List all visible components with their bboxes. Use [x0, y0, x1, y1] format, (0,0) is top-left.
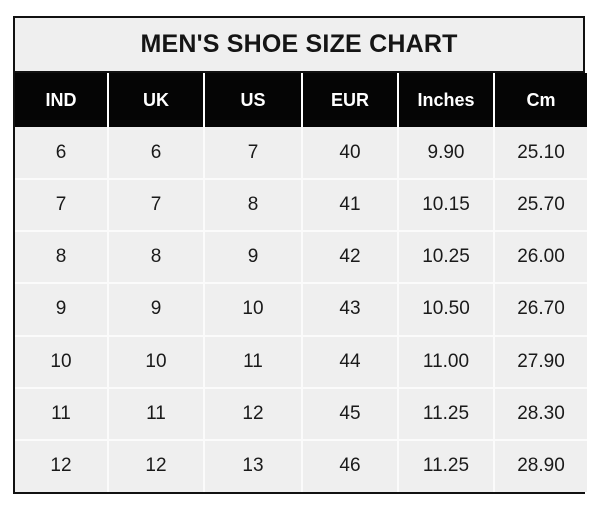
cell-ind: 7 — [15, 179, 109, 233]
table-row: 6 6 7 40 9.90 25.10 — [15, 127, 587, 181]
cell-ind: 11 — [15, 387, 109, 441]
cell-uk: 9 — [108, 283, 205, 337]
cell-eur: 41 — [302, 179, 399, 233]
chart-title-band: MEN'S SHOE SIZE CHART — [15, 18, 583, 73]
table-row: 11 11 12 45 11.25 28.30 — [15, 387, 587, 441]
page-title: MEN'S SHOE SIZE CHART — [140, 30, 458, 58]
cell-us: 13 — [204, 439, 303, 492]
cell-inches: 10.25 — [398, 231, 495, 285]
cell-inches: 10.15 — [398, 179, 495, 233]
table-row: 7 7 8 41 10.15 25.70 — [15, 179, 587, 233]
table-header-row: IND UK US EUR Inches Cm — [15, 73, 587, 127]
cell-eur: 46 — [302, 439, 399, 492]
cell-cm: 27.90 — [494, 335, 587, 389]
cell-cm: 28.30 — [494, 387, 587, 441]
cell-ind: 8 — [15, 231, 109, 285]
cell-inches: 11.00 — [398, 335, 495, 389]
cell-us: 8 — [204, 179, 303, 233]
size-chart-container: MEN'S SHOE SIZE CHART IND UK US EUR Inch… — [13, 16, 587, 494]
cell-us: 9 — [204, 231, 303, 285]
cell-eur: 40 — [302, 127, 399, 181]
table-row: 10 10 11 44 11.00 27.90 — [15, 335, 587, 389]
column-header-uk: UK — [108, 73, 205, 127]
cell-ind: 6 — [15, 127, 109, 181]
cell-eur: 42 — [302, 231, 399, 285]
table-row: 12 12 13 46 11.25 28.90 — [15, 439, 587, 492]
cell-us: 11 — [204, 335, 303, 389]
cell-eur: 44 — [302, 335, 399, 389]
column-header-cm: Cm — [494, 73, 587, 127]
cell-inches: 11.25 — [398, 439, 495, 492]
cell-ind: 12 — [15, 439, 109, 492]
cell-ind: 9 — [15, 283, 109, 337]
cell-uk: 8 — [108, 231, 205, 285]
cell-us: 12 — [204, 387, 303, 441]
column-header-inches: Inches — [398, 73, 495, 127]
cell-cm: 25.70 — [494, 179, 587, 233]
column-header-us: US — [204, 73, 303, 127]
cell-eur: 45 — [302, 387, 399, 441]
cell-inches: 11.25 — [398, 387, 495, 441]
table-row: 8 8 9 42 10.25 26.00 — [15, 231, 587, 285]
cell-uk: 12 — [108, 439, 205, 492]
table-body: 6 6 7 40 9.90 25.10 7 7 8 41 10.15 25.70… — [15, 127, 587, 492]
cell-us: 7 — [204, 127, 303, 181]
cell-cm: 26.00 — [494, 231, 587, 285]
cell-uk: 11 — [108, 387, 205, 441]
column-header-eur: EUR — [302, 73, 399, 127]
column-header-ind: IND — [15, 73, 109, 127]
cell-uk: 10 — [108, 335, 205, 389]
cell-ind: 10 — [15, 335, 109, 389]
cell-uk: 7 — [108, 179, 205, 233]
cell-cm: 28.90 — [494, 439, 587, 492]
table-row: 9 9 10 43 10.50 26.70 — [15, 283, 587, 337]
cell-inches: 10.50 — [398, 283, 495, 337]
cell-cm: 25.10 — [494, 127, 587, 181]
cell-cm: 26.70 — [494, 283, 587, 337]
shoe-size-table: IND UK US EUR Inches Cm 6 6 7 40 9.90 25… — [15, 73, 587, 492]
cell-inches: 9.90 — [398, 127, 495, 181]
cell-uk: 6 — [108, 127, 205, 181]
cell-eur: 43 — [302, 283, 399, 337]
table-header: IND UK US EUR Inches Cm — [15, 73, 587, 127]
cell-us: 10 — [204, 283, 303, 337]
